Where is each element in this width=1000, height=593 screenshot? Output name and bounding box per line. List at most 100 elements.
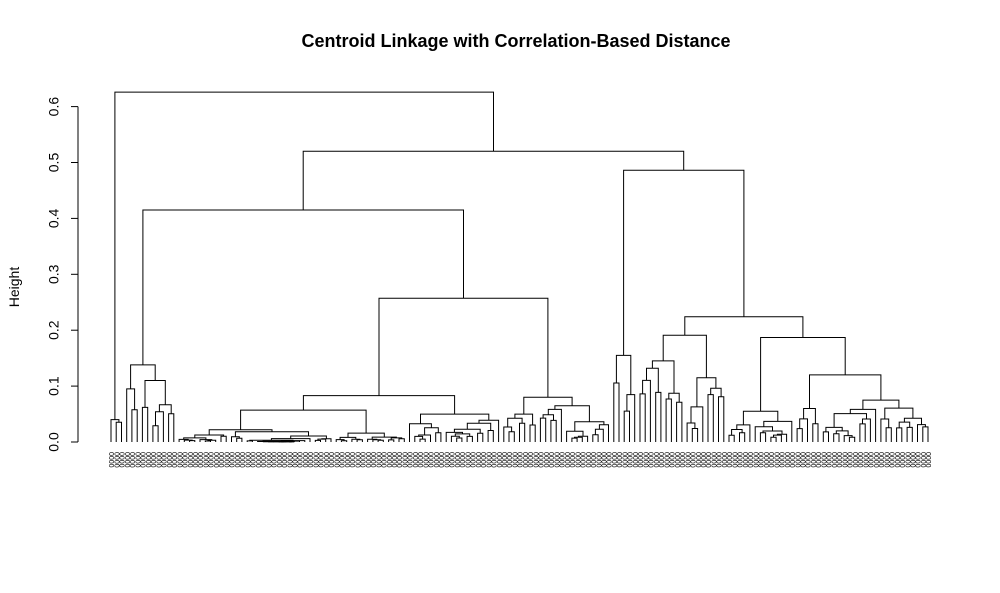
leaf-label: 0000 (327, 452, 334, 468)
leaf-label: 0000 (411, 452, 418, 468)
leaf-label: 0000 (128, 452, 135, 468)
dendrogram-link (848, 436, 856, 442)
dendrogram-link (906, 426, 913, 442)
dendrogram-link (456, 437, 463, 442)
leaf-label: 0000 (531, 452, 538, 468)
chart-title: Centroid Linkage with Correlation-Based … (301, 31, 730, 51)
leaf-label: 0000 (919, 452, 926, 468)
leaf-label: 0000 (521, 452, 528, 468)
leaf-label: 0000 (736, 452, 743, 468)
leaf-label: 0000 (207, 452, 214, 468)
leaf-label: 0000 (463, 452, 470, 468)
leaf-label: 0000 (280, 452, 287, 468)
dendrogram-link (547, 408, 562, 442)
leaf-label: 0000 (484, 452, 491, 468)
leaf-label: 0000 (500, 452, 507, 468)
leaf-label: 0000 (631, 452, 638, 468)
leaf-label: 0000 (778, 452, 785, 468)
dendrogram-link (356, 439, 363, 442)
leaf-label: 0000 (877, 452, 884, 468)
leaf-label: 0000 (908, 452, 915, 468)
dendrogram-link (799, 418, 808, 442)
leaf-label: 0000 (547, 452, 554, 468)
leaf-label: 0000 (688, 452, 695, 468)
leaf-label: 0000 (725, 452, 732, 468)
dendrogram-link (554, 405, 590, 422)
leaf-label: 0000 (783, 452, 790, 468)
leaf-label: 0000 (552, 452, 559, 468)
leaf-label: 0000 (605, 452, 612, 468)
dendrogram-link (662, 334, 707, 378)
leaf-label: 0000 (353, 452, 360, 468)
leaf-label: 0000 (317, 452, 324, 468)
leaf-label: 0000 (751, 452, 758, 468)
leaf-label: 0000 (427, 452, 434, 468)
dendrogram-link (115, 421, 122, 442)
leaf-label: 0000 (238, 452, 245, 468)
dendrogram-link (189, 440, 196, 442)
dendrogram-link (594, 428, 604, 442)
leaf-label: 0000 (469, 452, 476, 468)
leaf-label: 0000 (599, 452, 606, 468)
dendrogram-link (736, 424, 751, 442)
dendrogram-link (158, 404, 172, 414)
dendrogram-link (487, 430, 494, 442)
dendrogram-link (686, 422, 696, 442)
leaf-label: 0000 (699, 452, 706, 468)
leaf-label: 0000 (830, 452, 837, 468)
leaf-label: 0000 (626, 452, 633, 468)
dendrogram-link (142, 209, 464, 365)
dendrogram-link (718, 396, 725, 442)
dendrogram-link (655, 391, 662, 442)
leaf-label: 0000 (432, 452, 439, 468)
leaf-label: 0000 (767, 452, 774, 468)
dendrogram-link (321, 438, 332, 442)
leaf-label: 0000 (212, 452, 219, 468)
leaf-label: 0000 (798, 452, 805, 468)
dendrogram-link (642, 379, 651, 442)
leaf-label: 0000 (809, 452, 816, 468)
leaf-label: 0000 (840, 452, 847, 468)
leaf-label: 0000 (662, 452, 669, 468)
leaf-label: 0000 (537, 452, 544, 468)
y-tick-label: 0.1 (46, 376, 62, 396)
leaf-label: 0000 (275, 452, 282, 468)
leaf-label: 0000 (306, 452, 313, 468)
dendrogram-link (707, 394, 714, 442)
dendrogram-link (922, 426, 929, 442)
leaf-label: 0000 (196, 452, 203, 468)
leaf-label: 0000 (641, 452, 648, 468)
leaf-label: 0000 (448, 452, 455, 468)
leaf-label: 0000 (615, 452, 622, 468)
dendrogram-link (803, 408, 816, 424)
dendrogram-link (812, 423, 819, 442)
dendrogram-link (571, 437, 578, 442)
leaf-label: 0000 (526, 452, 533, 468)
leaf-label: 0000 (259, 452, 266, 468)
dendrogram-link (220, 435, 227, 442)
leaf-label: 0000 (421, 452, 428, 468)
leaf-label: 0000 (903, 452, 910, 468)
dendrogram-link (466, 435, 473, 442)
leaf-label: 0000 (715, 452, 722, 468)
dendrogram-link (208, 429, 273, 435)
leaf-label: 0000 (898, 452, 905, 468)
dendrogram-link (372, 439, 382, 442)
leaf-label: 0000 (914, 452, 921, 468)
leaf-label: 0000 (390, 452, 397, 468)
dendrogram-link (651, 360, 675, 394)
dendrogram-link (639, 393, 646, 442)
dendrogram-link (539, 417, 547, 442)
dendrogram-link (668, 392, 680, 403)
dendrogram-link (398, 438, 405, 442)
leaf-label: 0000 (610, 452, 617, 468)
dendrogram-link (843, 435, 853, 442)
leaf-label: 0000 (872, 452, 879, 468)
leaf-label: 0000 (730, 452, 737, 468)
leaf-label: 0000 (589, 452, 596, 468)
leaf-label: 0000 (704, 452, 711, 468)
leaf-label: 0000 (668, 452, 675, 468)
dendrogram-link (770, 436, 777, 442)
dendrogram-link (302, 395, 456, 415)
dendrogram-link (388, 439, 395, 442)
